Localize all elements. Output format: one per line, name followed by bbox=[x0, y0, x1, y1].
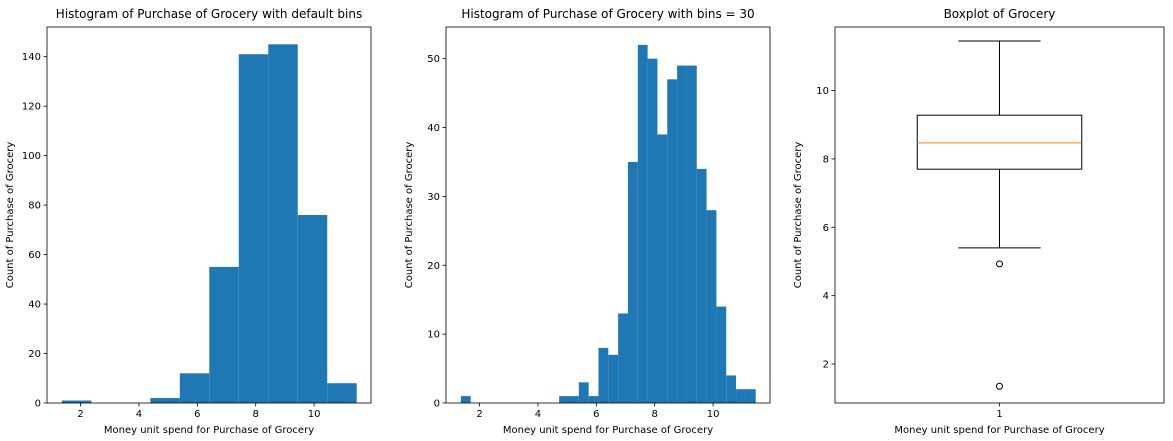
histogram-bar bbox=[179, 373, 210, 403]
histogram-bar bbox=[706, 210, 717, 403]
x-tick-label: 6 bbox=[593, 409, 599, 420]
outlier-point bbox=[996, 260, 1003, 268]
x-tick-label: 8 bbox=[652, 409, 658, 420]
x-tick-label: 10 bbox=[707, 409, 720, 420]
x-tick-label: 10 bbox=[308, 409, 321, 420]
y-tick-label: 0 bbox=[35, 399, 41, 410]
y-tick-label: 0 bbox=[434, 399, 440, 410]
y-tick-label: 4 bbox=[823, 291, 829, 302]
y-axis-label: Count of Purchase of Grocery bbox=[793, 142, 804, 289]
y-tick-label: 10 bbox=[816, 86, 829, 97]
histogram-bar bbox=[578, 382, 589, 403]
histogram-bar bbox=[297, 215, 328, 403]
histogram-bar bbox=[608, 354, 619, 403]
histogram-bar bbox=[618, 313, 628, 403]
histogram-bar bbox=[460, 396, 471, 403]
y-tick-label: 30 bbox=[427, 192, 440, 203]
y-tick-label: 80 bbox=[28, 201, 41, 212]
histogram-bar bbox=[647, 58, 658, 404]
axes-frame bbox=[46, 26, 372, 404]
y-axis-label: Count of Purchase of Grocery bbox=[5, 142, 16, 289]
y-tick-label: 20 bbox=[28, 349, 41, 360]
x-axis-label: Money unit spend for Purchase of Grocery bbox=[894, 425, 1104, 436]
histogram-bar bbox=[209, 266, 239, 403]
chart-panel-2: 2 4 6 8 10 0 10 20 30 40 50 Histogram of Purchase o… bbox=[404, 7, 771, 436]
y-tick-label: 40 bbox=[28, 300, 41, 311]
histogram-bar bbox=[627, 161, 638, 403]
y-tick-label: 140 bbox=[22, 52, 41, 63]
histogram-bar bbox=[696, 168, 707, 403]
x-tick-label: 4 bbox=[136, 409, 142, 420]
x-tick-label: 6 bbox=[194, 409, 200, 420]
x-tick-label: 8 bbox=[253, 409, 259, 420]
histogram-bar bbox=[598, 347, 609, 403]
x-tick-label: 2 bbox=[476, 409, 482, 420]
box-iqr bbox=[916, 114, 1083, 170]
x-tick-label: 1 bbox=[996, 409, 1002, 420]
x-axis-label: Money unit spend for Purchase of Grocery bbox=[503, 425, 713, 436]
histogram-bar bbox=[568, 396, 579, 403]
chart-panel-3: 1 2 4 6 8 10 Boxplot of Grocery Money unit spen… bbox=[793, 7, 1165, 436]
y-tick-label: 2 bbox=[823, 360, 829, 371]
histogram-bar bbox=[559, 396, 569, 403]
x-tick-label: 4 bbox=[535, 409, 541, 420]
histogram-bar bbox=[588, 396, 599, 403]
x-axis-label: Money unit spend for Purchase of Grocery bbox=[104, 425, 314, 436]
histogram-bar bbox=[238, 54, 269, 404]
y-axis-label: Count of Purchase of Grocery bbox=[404, 142, 415, 289]
histogram-bar bbox=[677, 65, 687, 404]
histogram-bar bbox=[667, 79, 678, 403]
histogram-bar bbox=[61, 400, 92, 403]
histogram-bar bbox=[745, 389, 756, 403]
x-tick-label: 2 bbox=[77, 409, 83, 420]
histogram-bar bbox=[637, 44, 648, 404]
y-tick-label: 10 bbox=[427, 330, 440, 341]
y-tick-label: 20 bbox=[427, 261, 440, 272]
histogram-bar bbox=[686, 65, 697, 404]
axes-frame bbox=[445, 26, 771, 404]
y-tick-label: 40 bbox=[427, 123, 440, 134]
y-tick-label: 100 bbox=[22, 151, 41, 162]
y-tick-label: 8 bbox=[823, 154, 829, 165]
chart-title: Histogram of Purchase of Grocery with de… bbox=[56, 7, 362, 21]
chart-title: Boxplot of Grocery bbox=[944, 7, 1056, 21]
histogram-bar bbox=[150, 398, 180, 403]
y-tick-label: 60 bbox=[28, 250, 41, 261]
y-tick-label: 6 bbox=[823, 223, 829, 234]
histogram-bar bbox=[268, 44, 298, 403]
chart-title: Histogram of Purchase of Grocery with bi… bbox=[461, 7, 754, 21]
y-tick-label: 50 bbox=[427, 54, 440, 65]
histogram-bar bbox=[327, 383, 357, 403]
histogram-bar bbox=[716, 306, 727, 403]
y-tick-label: 120 bbox=[22, 102, 41, 113]
histogram-bar bbox=[657, 134, 668, 403]
outlier-point bbox=[996, 382, 1003, 390]
histogram-bar bbox=[736, 389, 746, 403]
histogram-bar bbox=[726, 375, 737, 403]
